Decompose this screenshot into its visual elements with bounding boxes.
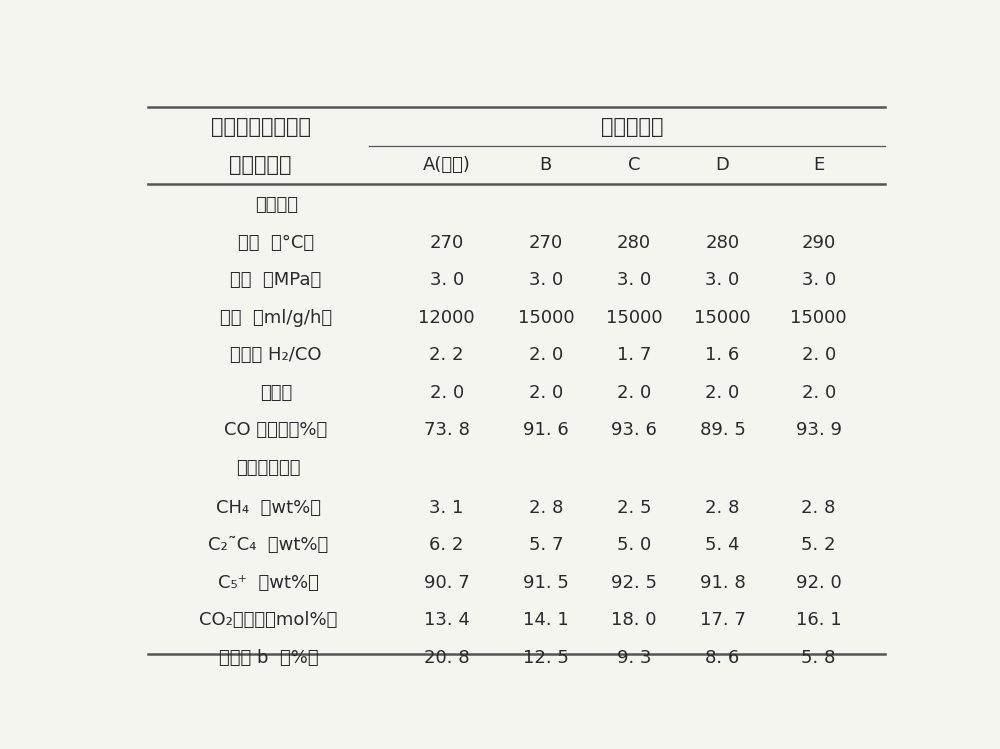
Text: 3. 1: 3. 1 <box>429 499 464 517</box>
Text: 压力  （MPa）: 压力 （MPa） <box>230 271 322 289</box>
Text: 92. 5: 92. 5 <box>611 574 657 592</box>
Text: 3. 0: 3. 0 <box>430 271 464 289</box>
Text: 催化剂编号: 催化剂编号 <box>601 118 664 137</box>
Text: 2. 8: 2. 8 <box>801 499 836 517</box>
Text: C: C <box>628 156 640 174</box>
Text: 12. 5: 12. 5 <box>523 649 569 667</box>
Text: 温度  （°C）: 温度 （°C） <box>238 234 314 252</box>
Text: C₂˜C₄  （wt%）: C₂˜C₄ （wt%） <box>208 536 328 554</box>
Text: 2. 0: 2. 0 <box>617 383 651 401</box>
Text: 3. 0: 3. 0 <box>802 271 836 289</box>
Text: CH₄  （wt%）: CH₄ （wt%） <box>216 499 321 517</box>
Text: 2. 0: 2. 0 <box>802 346 836 364</box>
Text: 2. 8: 2. 8 <box>705 499 740 517</box>
Text: 1. 6: 1. 6 <box>705 346 740 364</box>
Text: 1. 7: 1. 7 <box>617 346 651 364</box>
Text: 5. 8: 5. 8 <box>801 649 836 667</box>
Text: CO 转化率（%）: CO 转化率（%） <box>224 421 328 439</box>
Text: 和反应性能: 和反应性能 <box>229 155 292 175</box>
Text: 15000: 15000 <box>518 309 574 327</box>
Text: 290: 290 <box>802 234 836 252</box>
Text: 失活率 b  （%）: 失活率 b （%） <box>219 649 318 667</box>
Text: 15000: 15000 <box>694 309 751 327</box>
Text: 2. 0: 2. 0 <box>705 383 740 401</box>
Text: 3. 0: 3. 0 <box>529 271 563 289</box>
Text: 2. 0: 2. 0 <box>802 383 836 401</box>
Text: 280: 280 <box>705 234 740 252</box>
Text: 90. 7: 90. 7 <box>424 574 470 592</box>
Text: 16. 1: 16. 1 <box>796 611 841 629</box>
Text: 3. 0: 3. 0 <box>705 271 740 289</box>
Text: 费托合成反应条件: 费托合成反应条件 <box>211 118 311 137</box>
Text: C₅⁺  （wt%）: C₅⁺ （wt%） <box>218 574 319 592</box>
Text: 2. 5: 2. 5 <box>617 499 651 517</box>
Text: 270: 270 <box>430 234 464 252</box>
Text: 91. 8: 91. 8 <box>700 574 745 592</box>
Text: 15000: 15000 <box>790 309 847 327</box>
Text: 280: 280 <box>617 234 651 252</box>
Text: 15000: 15000 <box>606 309 662 327</box>
Text: 8. 6: 8. 6 <box>705 649 740 667</box>
Text: 反应条件: 反应条件 <box>255 196 298 214</box>
Text: B: B <box>540 156 552 174</box>
Text: 空速  （ml/g/h）: 空速 （ml/g/h） <box>220 309 332 327</box>
Text: D: D <box>716 156 729 174</box>
Text: 催化剂选择性: 催化剂选择性 <box>236 458 301 476</box>
Text: 5. 4: 5. 4 <box>705 536 740 554</box>
Text: CO₂选择性（mol%）: CO₂选择性（mol%） <box>199 611 338 629</box>
Text: 2. 2: 2. 2 <box>429 346 464 364</box>
Text: 3. 0: 3. 0 <box>617 271 651 289</box>
Text: 14. 1: 14. 1 <box>523 611 569 629</box>
Text: 89. 5: 89. 5 <box>700 421 745 439</box>
Text: 20. 8: 20. 8 <box>424 649 469 667</box>
Text: A(对比): A(对比) <box>423 156 471 174</box>
Text: 原料气 H₂/CO: 原料气 H₂/CO <box>230 346 322 364</box>
Text: 5. 2: 5. 2 <box>801 536 836 554</box>
Text: 2. 0: 2. 0 <box>529 383 563 401</box>
Text: 12000: 12000 <box>418 309 475 327</box>
Text: 5. 7: 5. 7 <box>529 536 563 554</box>
Text: 6. 2: 6. 2 <box>429 536 464 554</box>
Text: 93. 6: 93. 6 <box>611 421 657 439</box>
Text: 2. 0: 2. 0 <box>529 346 563 364</box>
Text: 17. 7: 17. 7 <box>700 611 745 629</box>
Text: 91. 5: 91. 5 <box>523 574 569 592</box>
Text: 91. 6: 91. 6 <box>523 421 569 439</box>
Text: 270: 270 <box>529 234 563 252</box>
Text: 2. 0: 2. 0 <box>430 383 464 401</box>
Text: 93. 9: 93. 9 <box>796 421 842 439</box>
Text: 13. 4: 13. 4 <box>424 611 470 629</box>
Text: E: E <box>813 156 824 174</box>
Text: 循环比: 循环比 <box>260 383 292 401</box>
Text: 2. 8: 2. 8 <box>529 499 563 517</box>
Text: 9. 3: 9. 3 <box>617 649 651 667</box>
Text: 92. 0: 92. 0 <box>796 574 842 592</box>
Text: 73. 8: 73. 8 <box>424 421 470 439</box>
Text: 5. 0: 5. 0 <box>617 536 651 554</box>
Text: 18. 0: 18. 0 <box>611 611 657 629</box>
